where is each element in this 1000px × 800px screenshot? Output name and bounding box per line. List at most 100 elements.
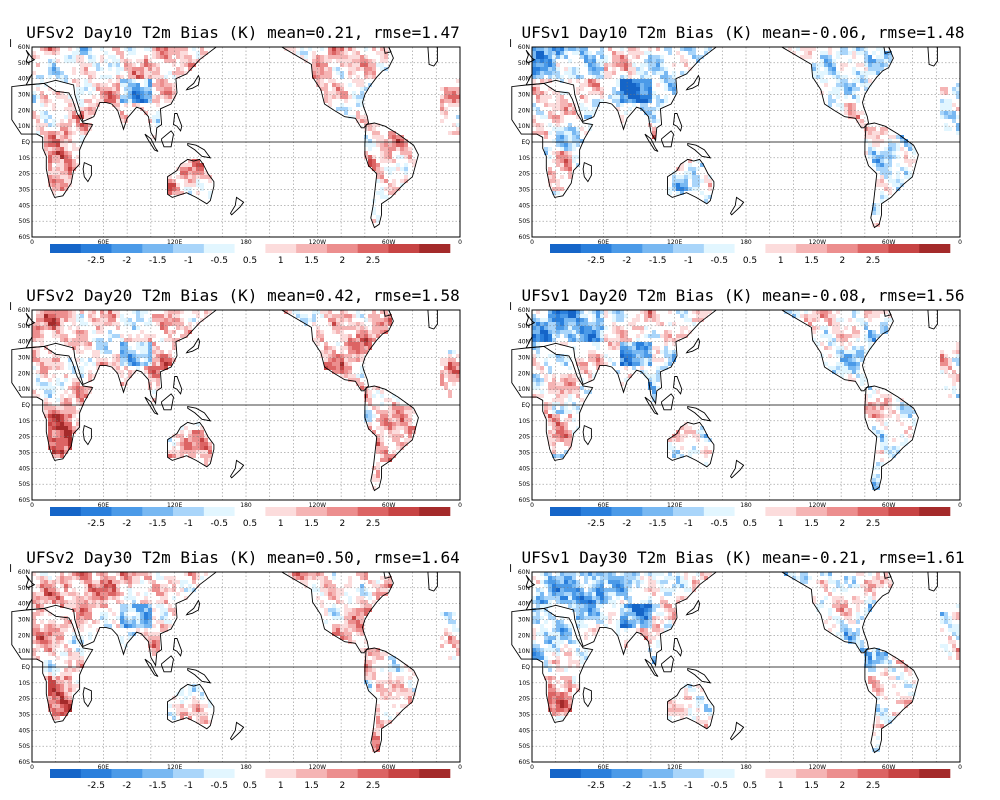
- coastlines: [510, 302, 938, 492]
- colorbar-swatch: [326, 769, 358, 778]
- colorbar-swatch: [357, 507, 389, 516]
- lat-label: 40S: [519, 727, 531, 734]
- colorbar-label: -0.5: [210, 256, 228, 266]
- lat-label: 20N: [518, 107, 530, 114]
- lat-label: 10S: [519, 680, 531, 687]
- lat-label: 10S: [519, 418, 531, 425]
- colorbar-swatch: [580, 507, 612, 516]
- lat-label: 20N: [18, 107, 30, 114]
- colorbar-swatch: [919, 507, 951, 516]
- lat-label: 10S: [19, 418, 31, 425]
- lat-label: 30S: [519, 712, 531, 719]
- colorbar-swatch: [857, 507, 889, 516]
- colorbar-swatch: [673, 769, 705, 778]
- colorbar-label: -2: [622, 256, 631, 266]
- colorbar-swatch: [826, 769, 858, 778]
- colorbar-label: -0.5: [710, 519, 728, 529]
- map-frame: [31, 46, 461, 238]
- colorbar-swatch: [357, 769, 389, 778]
- colorbar-swatch: [234, 507, 266, 516]
- lat-label: 20S: [519, 696, 531, 703]
- lat-label: EQ: [521, 139, 530, 146]
- map-panel: UFSv1 Day20 T2m Bias (K) mean=-0.08, rms…: [508, 283, 978, 538]
- colorbar-swatch: [673, 244, 705, 253]
- colorbar-label: -2.5: [587, 781, 605, 791]
- map-panel: UFSv1 Day10 T2m Bias (K) mean=-0.06, rms…: [508, 20, 978, 275]
- lon-label: 60E: [598, 239, 610, 246]
- colorbar-swatch: [765, 244, 797, 253]
- colorbar-label: -1: [184, 256, 193, 266]
- colorbar-swatch: [550, 507, 582, 516]
- lat-label: 40S: [19, 465, 31, 472]
- lat-label: 30N: [518, 617, 530, 624]
- colorbar-swatch: [642, 769, 674, 778]
- colorbar-label: 1.5: [804, 256, 818, 266]
- lat-label: 10N: [18, 648, 30, 655]
- panel-title: UFSv2 Day20 T2m Bias (K) mean=0.42, rmse…: [26, 286, 459, 305]
- lat-label: 60N: [518, 307, 530, 314]
- lat-label: 50S: [19, 481, 31, 488]
- map-panel: UFSv1 Day30 T2m Bias (K) mean=-0.21, rms…: [508, 545, 978, 800]
- colorbar-label: -2.5: [87, 256, 105, 266]
- lat-label: 40N: [18, 601, 30, 608]
- colorbar-swatch: [826, 507, 858, 516]
- lat-label: EQ: [21, 402, 30, 409]
- colorbar-swatch: [50, 244, 82, 253]
- colorbar-label: 2.5: [366, 781, 380, 791]
- colorbar: -2.5 -2 -1.5 -1 -0.5 0.5 1 1.5 2 2.5: [50, 507, 451, 529]
- lon-label: 60E: [598, 502, 610, 509]
- colorbar-label: 1.5: [804, 519, 818, 529]
- panel-title: UFSv2 Day30 T2m Bias (K) mean=0.50, rmse…: [26, 548, 459, 567]
- colorbar-swatch: [611, 244, 643, 253]
- colorbar-swatch: [234, 244, 266, 253]
- map-panel: UFSv2 Day10 T2m Bias (K) mean=0.21, rmse…: [8, 20, 478, 275]
- lat-label: 20S: [19, 434, 31, 441]
- colorbar-label: 2: [839, 519, 845, 529]
- colorbar-swatch: [796, 507, 828, 516]
- colorbar-swatch: [703, 507, 735, 516]
- colorbar-swatch: [142, 244, 174, 253]
- lon-label: 0: [30, 239, 34, 246]
- lat-label: 60S: [19, 497, 31, 504]
- lon-label: 180: [240, 239, 252, 246]
- panel-title: UFSv1 Day10 T2m Bias (K) mean=-0.06, rms…: [521, 23, 964, 42]
- colorbar-swatch: [580, 769, 612, 778]
- bias-field: [532, 572, 960, 752]
- lat-label: 30N: [18, 92, 30, 99]
- colorbar-label: 2: [339, 781, 345, 791]
- colorbar-swatch: [765, 769, 797, 778]
- colorbar-label: 0.5: [743, 256, 757, 266]
- colorbar-label: -0.5: [710, 781, 728, 791]
- lat-label: 60N: [18, 569, 30, 576]
- colorbar-label: -2: [122, 256, 131, 266]
- colorbar-swatch: [80, 769, 112, 778]
- colorbar-label: 1: [278, 256, 284, 266]
- lon-label: 180: [740, 502, 752, 509]
- colorbar-label: 1: [778, 519, 784, 529]
- colorbar-swatch: [234, 769, 266, 778]
- colorbar-swatch: [296, 507, 328, 516]
- lat-label: 40N: [518, 601, 530, 608]
- colorbar-swatch: [111, 769, 143, 778]
- colorbar-label: 0.5: [243, 256, 257, 266]
- lat-label: 40N: [518, 339, 530, 346]
- colorbar-swatch: [173, 244, 205, 253]
- lat-label: 30S: [19, 187, 31, 194]
- colorbar-swatch: [888, 244, 920, 253]
- lon-label: 60W: [882, 502, 896, 509]
- panel-title: UFSv1 Day30 T2m Bias (K) mean=-0.21, rms…: [521, 548, 964, 567]
- lat-label: 20N: [518, 632, 530, 639]
- lat-label: 40S: [19, 202, 31, 209]
- lat-label: 60N: [518, 44, 530, 51]
- colorbar-swatch: [326, 244, 358, 253]
- colorbar-swatch: [80, 244, 112, 253]
- lat-label: 10S: [19, 155, 31, 162]
- bias-field: [532, 310, 960, 490]
- lat-label: 10N: [518, 386, 530, 393]
- colorbar: -2.5 -2 -1.5 -1 -0.5 0.5 1 1.5 2 2.5: [550, 244, 951, 266]
- colorbar-label: -1.5: [649, 256, 667, 266]
- lon-label: 0: [958, 764, 962, 771]
- colorbar-label: 1: [278, 781, 284, 791]
- lon-label: 0: [530, 502, 534, 509]
- coastlines: [10, 39, 438, 229]
